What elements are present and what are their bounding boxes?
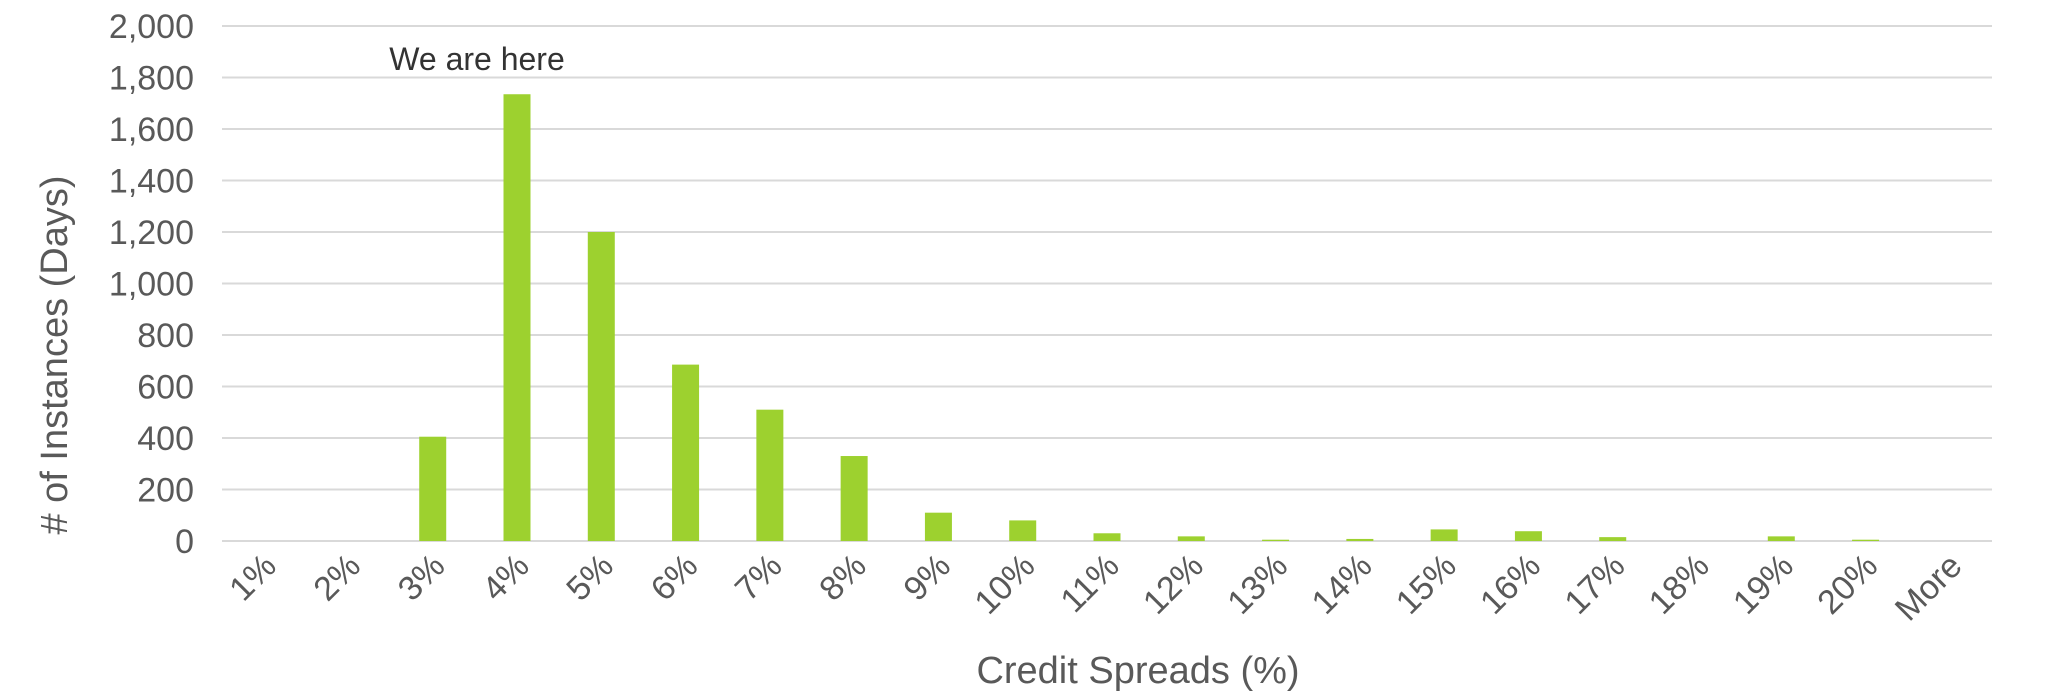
x-tick-label: More xyxy=(1888,547,1970,629)
x-axis-tick-labels: 1% 2% 3% 4% 5% 6% 7% 8% 9% 10% 11% 12% 13% 14% 15% 16% 1… xyxy=(222,547,1969,629)
bar-20% xyxy=(1852,539,1880,541)
x-tick-label: 8% xyxy=(812,547,874,609)
y-tick-label: 1,200 xyxy=(109,214,194,252)
y-tick-label: 1,400 xyxy=(109,163,194,201)
bar-9% xyxy=(924,512,952,541)
x-tick-label: 15% xyxy=(1389,547,1464,622)
bar-7% xyxy=(756,409,784,541)
bars xyxy=(419,94,1880,542)
grid-lines xyxy=(222,25,1992,542)
annotation-label: We are here xyxy=(389,41,565,77)
y-tick-label: 200 xyxy=(137,472,194,510)
bar-10% xyxy=(1009,520,1037,541)
x-tick-label: 3% xyxy=(391,547,453,609)
y-tick-label: 400 xyxy=(137,420,194,458)
x-tick-label: 19% xyxy=(1726,547,1801,622)
x-tick-label: 1% xyxy=(222,547,284,609)
y-tick-label: 800 xyxy=(137,317,194,355)
x-tick-label: 17% xyxy=(1557,547,1632,622)
x-tick-label: 13% xyxy=(1220,547,1295,622)
y-tick-label: 0 xyxy=(175,523,194,561)
x-tick-label: 6% xyxy=(644,547,706,609)
x-tick-label: 7% xyxy=(728,547,790,609)
y-axis-tick-labels: 0 200 400 600 800 1,000 1,200 1,400 1,600 1,800 2,… xyxy=(109,8,194,561)
x-tick-label: 16% xyxy=(1473,547,1548,622)
x-tick-label: 5% xyxy=(559,547,621,609)
x-tick-label: 4% xyxy=(475,547,537,609)
bar-6% xyxy=(672,364,700,541)
x-tick-label: 9% xyxy=(896,547,958,609)
x-tick-label: 11% xyxy=(1053,547,1126,620)
x-axis-title: Credit Spreads (%) xyxy=(976,650,1299,692)
y-tick-label: 600 xyxy=(137,369,194,407)
bar-17% xyxy=(1599,537,1627,541)
annotations: We are here xyxy=(389,41,565,77)
bar-14% xyxy=(1346,538,1374,541)
x-tick-label: 10% xyxy=(967,547,1042,622)
y-tick-label: 2,000 xyxy=(109,8,194,46)
bar-5% xyxy=(587,232,615,541)
x-tick-label: 14% xyxy=(1305,547,1380,622)
bar-8% xyxy=(840,456,868,541)
x-tick-label: 20% xyxy=(1810,547,1885,622)
y-tick-label: 1,800 xyxy=(109,60,194,98)
y-tick-label: 1,600 xyxy=(109,111,194,149)
x-tick-label: 2% xyxy=(306,547,368,609)
x-tick-label: 12% xyxy=(1136,547,1211,622)
y-tick-label: 1,000 xyxy=(109,266,194,304)
bar-16% xyxy=(1514,531,1542,541)
y-axis-title: # of Instances (Days) xyxy=(34,175,76,534)
bar-19% xyxy=(1767,536,1795,541)
bar-4% xyxy=(503,94,531,542)
bar-11% xyxy=(1093,533,1121,541)
bar-13% xyxy=(1262,539,1290,541)
bar-12% xyxy=(1177,536,1205,541)
x-tick-label: 18% xyxy=(1642,547,1717,622)
bar-3% xyxy=(419,436,447,541)
bar-15% xyxy=(1430,529,1458,541)
